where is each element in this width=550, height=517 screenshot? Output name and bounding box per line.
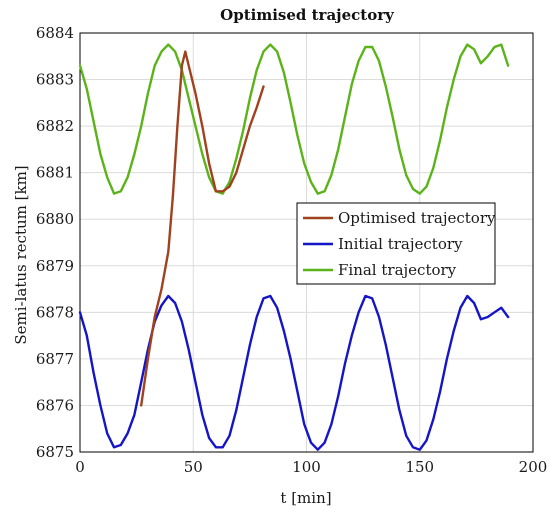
y-tick-label: 6878 xyxy=(36,303,74,321)
y-tick-label: 6875 xyxy=(36,443,74,461)
plot-frame xyxy=(79,32,534,453)
x-tick-label: 50 xyxy=(184,458,203,476)
series-line-2 xyxy=(78,43,510,195)
y-tick-label: 6883 xyxy=(36,71,74,89)
y-tick-label: 6880 xyxy=(36,210,74,228)
legend-entry-label: Optimised trajectory xyxy=(338,209,496,227)
x-tick-label: 0 xyxy=(75,458,85,476)
y-tick-label: 6876 xyxy=(36,396,74,414)
legend: Optimised trajectory Initial trajectory Fi… xyxy=(296,202,496,285)
series-line-1 xyxy=(78,294,510,451)
y-tick-label: 6884 xyxy=(36,24,74,42)
y-tick-label: 6879 xyxy=(36,257,74,275)
y-tick-label: 6877 xyxy=(36,350,74,368)
series-lines xyxy=(78,43,510,451)
legend-entry-label: Initial trajectory xyxy=(338,235,463,253)
y-axis-label: Semi-latus rectum [km] xyxy=(12,165,30,344)
chart-title: Optimised trajectory xyxy=(220,6,395,24)
x-axis-label: t [min] xyxy=(280,489,331,507)
y-tick-label: 6882 xyxy=(36,117,74,135)
x-tick-label: 100 xyxy=(292,458,321,476)
x-tick-label: 200 xyxy=(519,458,548,476)
axis-ticks: 0 50 100 150 200 6875 6876 6877 6878 6879 6880 6881… xyxy=(36,24,548,476)
y-tick-label: 6881 xyxy=(36,164,74,182)
legend-entry-label: Final trajectory xyxy=(338,261,457,279)
x-tick-label: 150 xyxy=(405,458,434,476)
series-line-0 xyxy=(139,50,265,407)
